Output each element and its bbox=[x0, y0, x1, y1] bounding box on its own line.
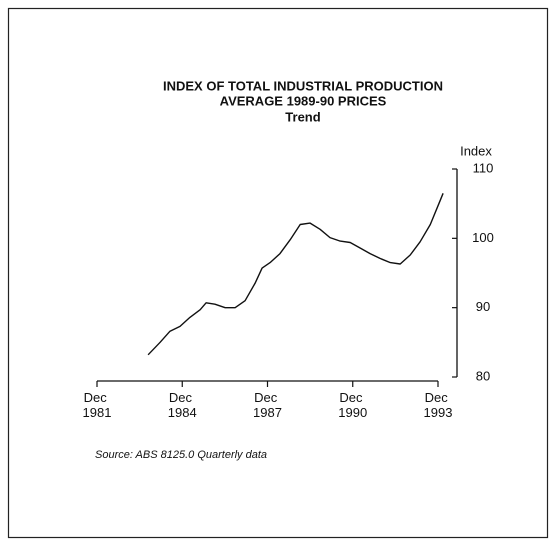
x-tick-label: Dec 1984 bbox=[168, 390, 197, 420]
x-tick-label: Dec 1987 bbox=[253, 390, 282, 420]
chart-subtitle: Trend bbox=[285, 109, 320, 124]
x-tick-label: Dec 1993 bbox=[424, 390, 453, 420]
y-tick-label: 100 bbox=[472, 230, 494, 245]
x-tick-label: Dec 1981 bbox=[83, 390, 112, 420]
source-note: Source: ABS 8125.0 Quarterly data bbox=[95, 449, 267, 461]
frame bbox=[7, 7, 549, 539]
line-series bbox=[147, 193, 444, 356]
y-tick-label: 110 bbox=[473, 160, 494, 175]
y-tick-label: 90 bbox=[476, 299, 490, 314]
x-tick-label: Dec 1990 bbox=[338, 390, 367, 420]
chart-subtitle: AVERAGE 1989-90 PRICES bbox=[220, 93, 387, 108]
chart-title: INDEX OF TOTAL INDUSTRIAL PRODUCTION bbox=[163, 78, 443, 93]
y-tick-label: 80 bbox=[476, 368, 490, 383]
y-axis-label: Index bbox=[460, 143, 492, 158]
